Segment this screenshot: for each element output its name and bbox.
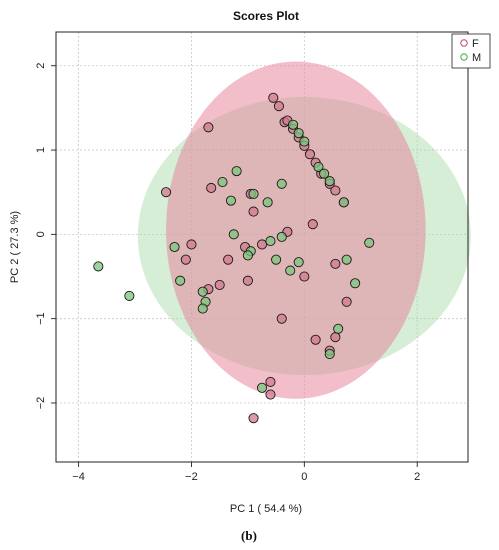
point-m-24 [197,286,208,297]
point-f-29 [242,275,253,286]
ellipse-f [166,61,426,399]
point-m-22 [93,261,104,272]
point-m-13 [228,229,239,240]
point-m-4 [319,168,330,179]
point-m-6 [231,166,242,177]
point-f-25 [330,258,341,269]
point-m-3 [313,161,324,172]
point-f-8 [304,149,316,160]
x-axis-label: PC 1 ( 54.4 %) [230,503,302,515]
confidence-ellipses [137,61,471,399]
point-f-24 [223,254,234,265]
point-m-7 [217,177,228,188]
point-f-21 [256,239,268,250]
y-axis-ticks: −2 −1 0 1 2 [35,63,56,410]
point-f-31 [276,313,287,324]
point-m-0 [287,119,299,130]
point-f-37 [248,413,259,424]
point-m-19 [293,257,304,268]
point-m-18 [271,254,282,265]
point-f-14 [161,187,172,198]
legend: F M [451,33,491,69]
point-m-23 [175,275,186,286]
chart-title: Scores Plot [233,9,299,23]
point-m-31 [333,323,344,334]
y-tick-label-0: −2 [35,397,47,410]
point-f-19 [307,219,318,230]
point-m-33 [256,382,268,393]
point-m-21 [242,250,253,261]
point-m-5 [324,176,335,187]
point-m-14 [265,236,276,247]
point-m-11 [262,197,273,208]
legend-box [451,33,491,69]
ellipse-overlap-tint [166,62,426,399]
data-points [93,92,375,424]
point-f-12 [330,185,341,196]
y-tick-label-1: −1 [35,312,47,325]
legend-marker-f [460,39,468,47]
point-m-29 [364,237,375,248]
plot-frame [55,31,469,463]
point-m-30 [350,278,361,289]
point-f-0 [268,92,279,103]
point-m-8 [276,178,287,189]
point-m-12 [338,197,349,208]
point-f-26 [299,271,310,282]
point-f-32 [330,332,341,343]
point-m-10 [225,195,237,206]
point-m-16 [169,241,180,253]
point-f-30 [341,296,352,307]
point-f-35 [265,376,276,387]
point-m-27 [124,290,135,301]
legend-label-m: M [472,52,481,64]
point-f-33 [310,334,321,345]
point-f-22 [186,239,197,250]
point-m-26 [197,303,208,314]
point-f-36 [265,389,276,400]
x-axis-ticks: −4 −2 0 2 [72,462,420,483]
x-tick-label-3: 2 [414,471,420,483]
legend-label-f: F [472,38,479,50]
x-tick-label-1: −2 [185,471,198,483]
x-tick-label-0: −4 [72,471,85,483]
point-m-2 [299,136,310,147]
point-m-1 [293,128,304,139]
y-tick-label-4: 2 [35,63,47,69]
figure-caption: (b) [241,528,257,543]
x-tick-label-2: 0 [301,471,307,483]
point-f-17 [248,206,259,217]
point-f-15 [206,182,217,194]
point-m-20 [285,265,296,276]
point-m-15 [276,231,287,242]
point-f-23 [180,254,191,265]
point-m-32 [324,349,335,360]
point-f-27 [214,279,225,290]
legend-marker-m [460,53,468,61]
y-tick-label-2: 0 [35,231,47,237]
point-f-1 [273,101,284,112]
y-axis-label: PC 2 ( 27.3 %) [9,211,21,283]
point-f-3 [203,122,214,133]
point-m-9 [248,188,259,199]
point-m-28 [341,254,352,265]
y-tick-label-3: 1 [35,147,47,153]
